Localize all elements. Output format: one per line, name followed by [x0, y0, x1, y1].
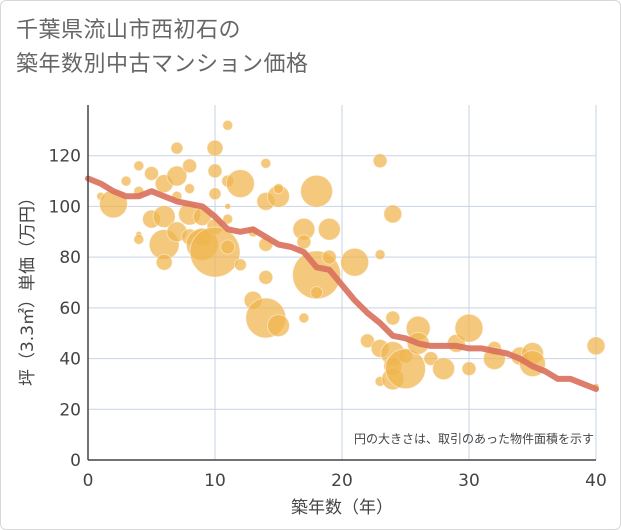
bubble-point [120, 175, 132, 187]
x-tick-label: 40 [585, 471, 607, 491]
bubble-point [133, 233, 145, 245]
bubble-point [385, 348, 426, 390]
bubble-point [152, 205, 176, 229]
bubble-point [298, 312, 310, 324]
x-tick-label: 20 [331, 471, 353, 491]
bubble-point [170, 141, 184, 155]
bubble-point [432, 357, 456, 381]
tick-labels: 0 20 40 60 80 100 120 0 10 20 30 40 [49, 147, 607, 491]
bubble-point [461, 361, 477, 377]
bubble-point [224, 202, 232, 210]
bubble-point [166, 165, 188, 187]
chart-title: 千葉県流山市西初石の 築年数別中古マンション価格 [16, 18, 309, 77]
y-tick-label: 20 [59, 400, 81, 420]
y-tick-label: 60 [59, 299, 81, 319]
y-tick-label: 120 [49, 147, 81, 167]
bubble-point [321, 249, 337, 265]
bubble-point [317, 217, 341, 241]
bubble-point [144, 165, 159, 181]
bubble-point [300, 174, 334, 208]
size-annotation: 円の大きさは、取引のあった物件面積を示す [354, 431, 594, 446]
bubble-point [310, 286, 324, 300]
bubble-point [133, 160, 145, 172]
bubble-point [296, 234, 312, 250]
x-tick-label: 10 [204, 471, 226, 491]
axes [87, 105, 596, 461]
y-tick-label: 40 [59, 350, 81, 370]
bubble-point [189, 226, 241, 278]
bubble-point [206, 139, 224, 157]
bubble-series [96, 119, 606, 391]
bubble-point [385, 310, 401, 326]
x-tick-label: 30 [458, 471, 480, 491]
bubble-point [340, 247, 370, 277]
bubble-point [273, 183, 284, 195]
bubble-point [372, 153, 388, 169]
trend-line [85, 175, 599, 392]
bubble-point [359, 333, 375, 349]
bubble-point [222, 119, 234, 131]
bubble-point [258, 269, 274, 285]
y-tick-label: 100 [49, 197, 81, 217]
bubble-point [220, 239, 236, 255]
bubble-point [260, 157, 272, 169]
bubble-point [423, 351, 439, 367]
x-axis-label: 築年数（年） [291, 498, 393, 518]
bubble-point [233, 258, 247, 272]
bubble-point [207, 163, 223, 179]
bubble-point [374, 249, 386, 261]
bubble-point [182, 158, 198, 174]
bubble-point [208, 187, 222, 201]
x-tick-label: 0 [83, 471, 94, 491]
bubble-point [184, 183, 196, 195]
bubble-point [267, 314, 290, 338]
y-axis-label: 坪（3.3㎡）単価（万円） [18, 189, 38, 386]
y-tick-label: 0 [70, 451, 81, 471]
y-tick-label: 80 [59, 248, 81, 268]
bubble-point [222, 213, 234, 225]
bubble-point [225, 169, 255, 199]
bubble-point [155, 253, 173, 271]
bubble-point [383, 204, 403, 224]
bubble-point [586, 336, 606, 356]
bubble-point [454, 313, 484, 343]
